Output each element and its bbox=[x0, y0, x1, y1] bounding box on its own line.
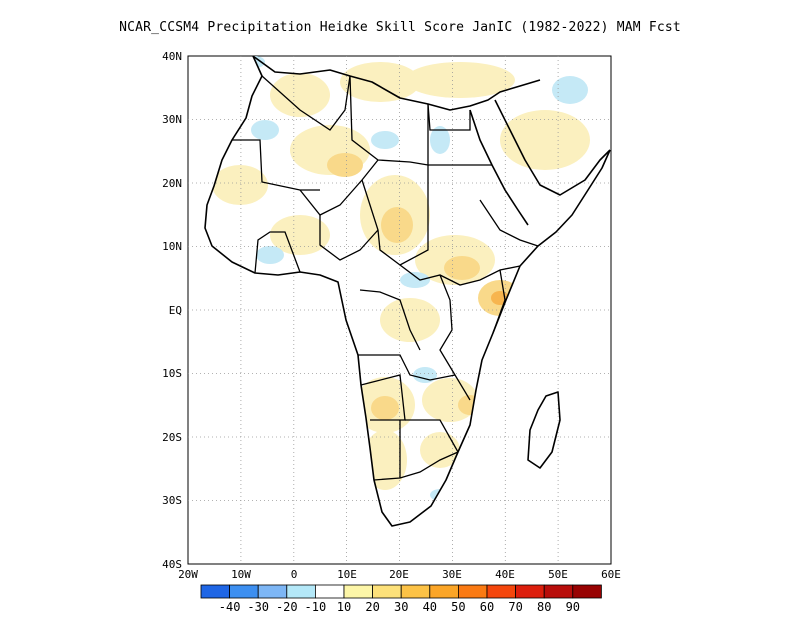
colorbar-label: 40 bbox=[423, 600, 437, 614]
colorbar-box bbox=[457, 584, 488, 599]
mediterranean-coast bbox=[252, 55, 541, 111]
lat-label: 20N bbox=[162, 177, 182, 190]
shading-blob bbox=[270, 215, 330, 255]
colorbar-box bbox=[229, 584, 259, 599]
country-borders bbox=[232, 75, 539, 481]
colorbar-label: 70 bbox=[508, 600, 522, 614]
shading-blob bbox=[500, 110, 590, 170]
colorbar-label: 20 bbox=[365, 600, 379, 614]
colorbar-label: 80 bbox=[537, 600, 551, 614]
colorbar-box bbox=[343, 584, 374, 599]
colorbar-label: -30 bbox=[247, 600, 269, 614]
red-sea-coast bbox=[469, 109, 529, 226]
coastlines bbox=[204, 55, 611, 527]
shading-blob bbox=[212, 165, 268, 205]
colorbar-label: 50 bbox=[451, 600, 465, 614]
colorbar-box bbox=[257, 584, 288, 599]
map-title: NCAR_CCSM4 Precipitation Heidke Skill Sc… bbox=[119, 20, 681, 35]
shading-blob bbox=[256, 246, 284, 264]
lat-label: 10N bbox=[162, 240, 182, 253]
lon-label: 30E bbox=[442, 568, 462, 581]
colorbar-label: -20 bbox=[276, 600, 298, 614]
lat-label: 10S bbox=[162, 367, 182, 380]
lon-label: 10W bbox=[231, 568, 251, 581]
colorbar-box bbox=[400, 584, 431, 599]
lon-label: 50E bbox=[548, 568, 568, 581]
colorbar-box bbox=[515, 584, 545, 599]
shading-blob bbox=[251, 120, 279, 140]
shading-blob bbox=[270, 73, 330, 117]
shading-blob bbox=[340, 62, 420, 102]
gridlines bbox=[188, 56, 611, 564]
colorbar-box bbox=[200, 584, 231, 599]
colorbar bbox=[200, 584, 602, 599]
arabia-coast bbox=[494, 99, 611, 196]
lon-tick-labels: 20W 10W 0 10E 20E 30E 40E 50E 60E bbox=[178, 568, 621, 581]
shading-blob bbox=[430, 126, 450, 154]
colorbar-labels: -40 -30 -20 -10 10 20 30 40 50 60 70 80 … bbox=[219, 600, 580, 614]
colorbar-label: -40 bbox=[219, 600, 241, 614]
lon-label: 60E bbox=[601, 568, 621, 581]
lon-label: 20E bbox=[389, 568, 409, 581]
colorbar-box bbox=[314, 584, 345, 599]
lat-tick-labels: 40N 30N 20N 10N EQ 10S 20S 30S 40S bbox=[162, 50, 182, 571]
shading-blob bbox=[552, 76, 588, 104]
lon-label: 0 bbox=[291, 568, 298, 581]
shading-blob bbox=[380, 298, 440, 342]
lon-label: 40E bbox=[495, 568, 515, 581]
lat-label: 30N bbox=[162, 113, 182, 126]
shading-blob bbox=[327, 153, 363, 177]
colorbar-box bbox=[429, 584, 459, 599]
shading-blob bbox=[420, 432, 460, 468]
lat-label: EQ bbox=[169, 304, 182, 317]
lat-label: 40N bbox=[162, 50, 182, 63]
colorbar-label: -10 bbox=[305, 600, 327, 614]
madagascar bbox=[527, 391, 561, 469]
colorbar-box bbox=[572, 584, 602, 599]
shading-blob bbox=[381, 207, 413, 243]
colorbar-label: 60 bbox=[480, 600, 494, 614]
lon-label: 10E bbox=[337, 568, 357, 581]
shading-blob bbox=[371, 131, 399, 149]
shading-blob bbox=[444, 256, 480, 280]
shading-blob bbox=[405, 62, 515, 98]
shading-blob bbox=[371, 396, 399, 420]
lon-label: 20W bbox=[178, 568, 198, 581]
shading-blob bbox=[400, 272, 430, 288]
colorbar-box bbox=[486, 584, 517, 599]
colorbar-box bbox=[286, 584, 316, 599]
colorbar-label: 10 bbox=[337, 600, 351, 614]
shading-blob bbox=[413, 367, 437, 383]
colorbar-box bbox=[543, 584, 574, 599]
colorbar-label: 30 bbox=[394, 600, 408, 614]
lat-label: 40S bbox=[162, 558, 182, 571]
lat-label: 20S bbox=[162, 431, 182, 444]
colorbar-box bbox=[372, 584, 402, 599]
africa-coastline bbox=[204, 55, 611, 527]
colorbar-label: 90 bbox=[566, 600, 580, 614]
lat-label: 30S bbox=[162, 494, 182, 507]
